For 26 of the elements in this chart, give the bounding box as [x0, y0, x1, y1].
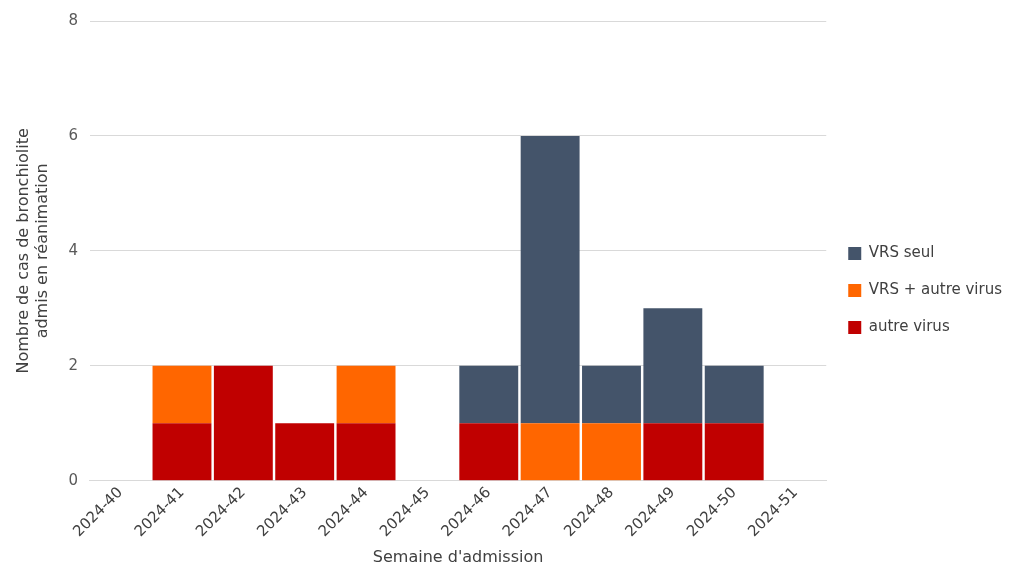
x-axis-title: Semaine d'admission	[372, 546, 544, 566]
bar	[704, 365, 764, 424]
bar	[643, 423, 703, 481]
y-tick-label: 2	[68, 355, 78, 374]
y-tick-label: 4	[68, 240, 78, 259]
bar	[336, 423, 396, 481]
y-tick-label: 8	[68, 10, 78, 29]
bar	[336, 365, 396, 424]
bar	[704, 423, 764, 481]
bar	[459, 423, 519, 481]
bar	[213, 365, 273, 481]
legend-label: autre virus	[868, 317, 950, 336]
bar	[152, 365, 212, 424]
bar	[582, 365, 641, 424]
bar	[520, 423, 580, 481]
bar	[152, 423, 212, 481]
bar	[582, 423, 641, 481]
bar	[275, 423, 335, 481]
legend-label: VRS + autre virus	[868, 280, 1003, 299]
bar	[459, 365, 519, 424]
y-axis-title: Nombre de cas de bronchiolite admis en réanimation	[12, 128, 51, 374]
bar	[643, 308, 703, 424]
y-tick-label: 0	[68, 470, 78, 489]
y-tick-label: 6	[68, 125, 78, 144]
bar	[520, 135, 580, 424]
legend-label: VRS seul	[868, 243, 935, 262]
